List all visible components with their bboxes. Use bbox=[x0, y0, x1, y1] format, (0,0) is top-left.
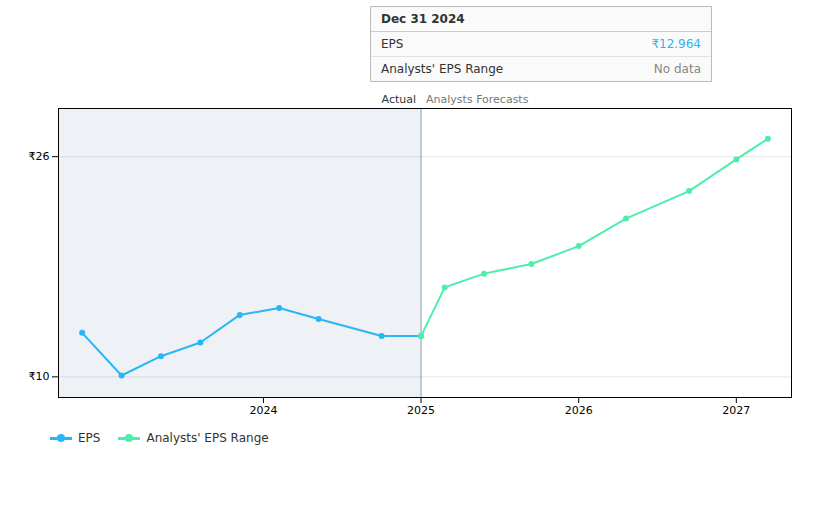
svg-text:2024: 2024 bbox=[249, 404, 277, 417]
html-text:EPS: EPS bbox=[381, 37, 404, 51]
svg-text:₹26: ₹26 bbox=[29, 150, 50, 163]
html-text:No data: No data bbox=[653, 62, 701, 76]
html-text:EPS: EPS bbox=[78, 431, 101, 445]
html-text:Analysts' EPS Range: Analysts' EPS Range bbox=[146, 431, 269, 445]
html-text:₹12.964: ₹12.964 bbox=[651, 37, 701, 51]
svg-text:₹10: ₹10 bbox=[29, 370, 50, 383]
svg-text:2025: 2025 bbox=[407, 404, 435, 417]
html-text:Dec 31 2024: Dec 31 2024 bbox=[381, 12, 465, 26]
svg-text:Actual: Actual bbox=[382, 93, 416, 106]
html-text:Analysts' EPS Range: Analysts' EPS Range bbox=[381, 62, 504, 76]
svg-text:2026: 2026 bbox=[565, 404, 593, 417]
svg-text:2027: 2027 bbox=[722, 404, 750, 417]
svg-text:Analysts Forecasts: Analysts Forecasts bbox=[426, 93, 529, 106]
